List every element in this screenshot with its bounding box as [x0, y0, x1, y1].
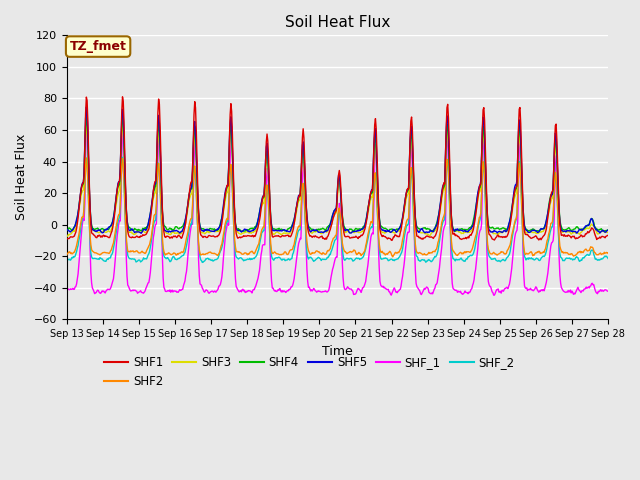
Title: Soil Heat Flux: Soil Heat Flux — [285, 15, 390, 30]
Legend: SHF1, SHF2, SHF3, SHF4, SHF5, SHF_1, SHF_2: SHF1, SHF2, SHF3, SHF4, SHF5, SHF_1, SHF… — [100, 352, 520, 393]
X-axis label: Time: Time — [322, 345, 353, 358]
Text: TZ_fmet: TZ_fmet — [70, 40, 127, 53]
Y-axis label: Soil Heat Flux: Soil Heat Flux — [15, 134, 28, 220]
